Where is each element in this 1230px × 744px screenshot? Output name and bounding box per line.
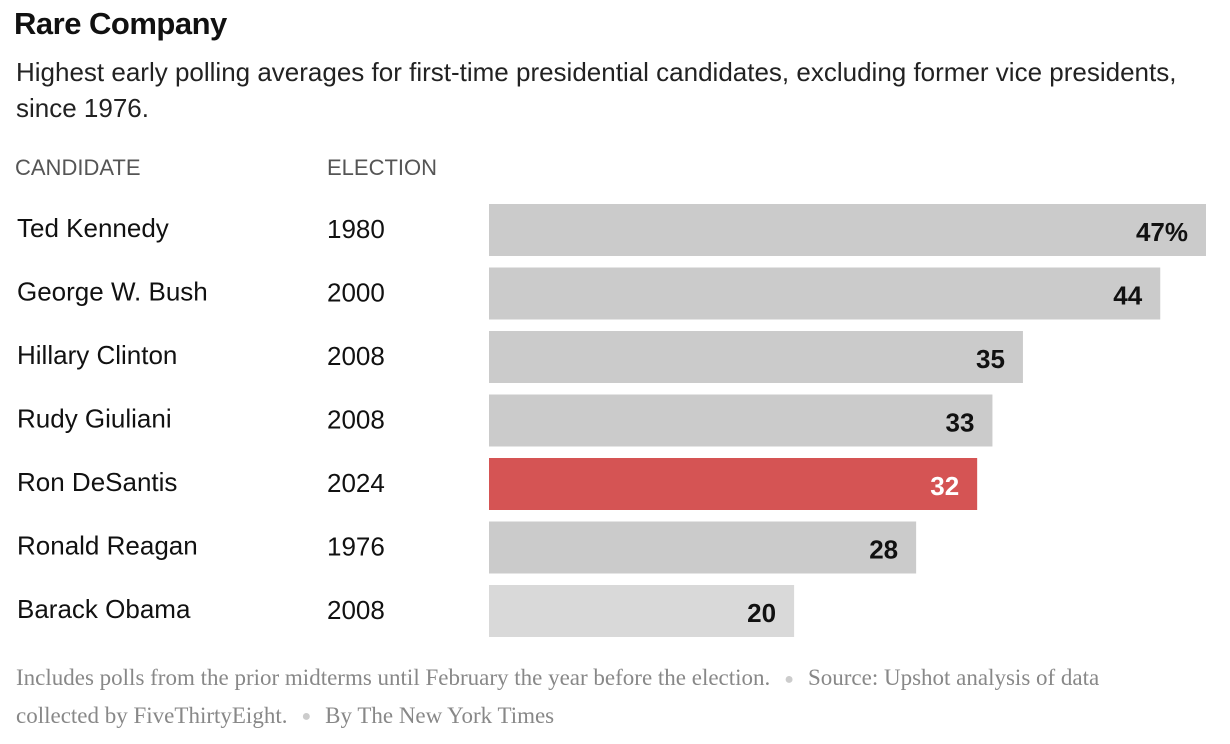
election-year: 1976 [327,531,385,561]
bar [489,331,1023,383]
credit: By The New York Times [325,702,555,728]
chart-title: Rare Company [14,6,227,41]
column-header: ELECTION [327,155,437,180]
value-label: 32 [930,471,959,501]
value-label: 20 [747,598,776,628]
value-label: 35 [976,344,1005,374]
election-year: 2008 [327,595,385,625]
candidate-name: Ron DeSantis [17,467,177,497]
separator: ● [784,670,794,688]
bar [489,204,1206,256]
bar [489,394,993,447]
source: Source: Upshot analysis of data collecte… [16,665,1100,728]
value-label: 44 [1113,280,1142,310]
bar [489,521,917,574]
chart: CANDIDATE ELECTION Ted Kennedy 1980 47% Geo… [15,155,1206,637]
candidate-name: Ronald Reagan [17,530,198,560]
bar [489,585,795,637]
election-year: 2008 [327,404,385,434]
bar [489,458,978,510]
value-label: 28 [869,534,898,564]
note: Includes polls from the prior midterms u… [16,665,771,690]
value-label: 47% [1136,217,1188,247]
chart-subtitle: Highest early polling averages for first… [16,57,1177,123]
candidate-name: Barack Obama [17,594,191,624]
value-label: 33 [946,407,975,437]
candidate-name: Ted Kennedy [17,213,169,243]
election-year: 2024 [327,468,385,498]
column-header: CANDIDATE [15,155,141,180]
election-year: 1980 [327,214,385,244]
candidate-name: Rudy Giuliani [17,403,172,433]
election-year: 2008 [327,341,385,371]
bar [489,267,1161,320]
footnote: Includes polls from the prior midterms u… [16,660,1156,735]
candidate-name: George W. Bush [17,276,208,306]
candidate-name: Hillary Clinton [17,340,177,370]
election-year: 2000 [327,277,385,307]
separator: ● [301,708,312,726]
